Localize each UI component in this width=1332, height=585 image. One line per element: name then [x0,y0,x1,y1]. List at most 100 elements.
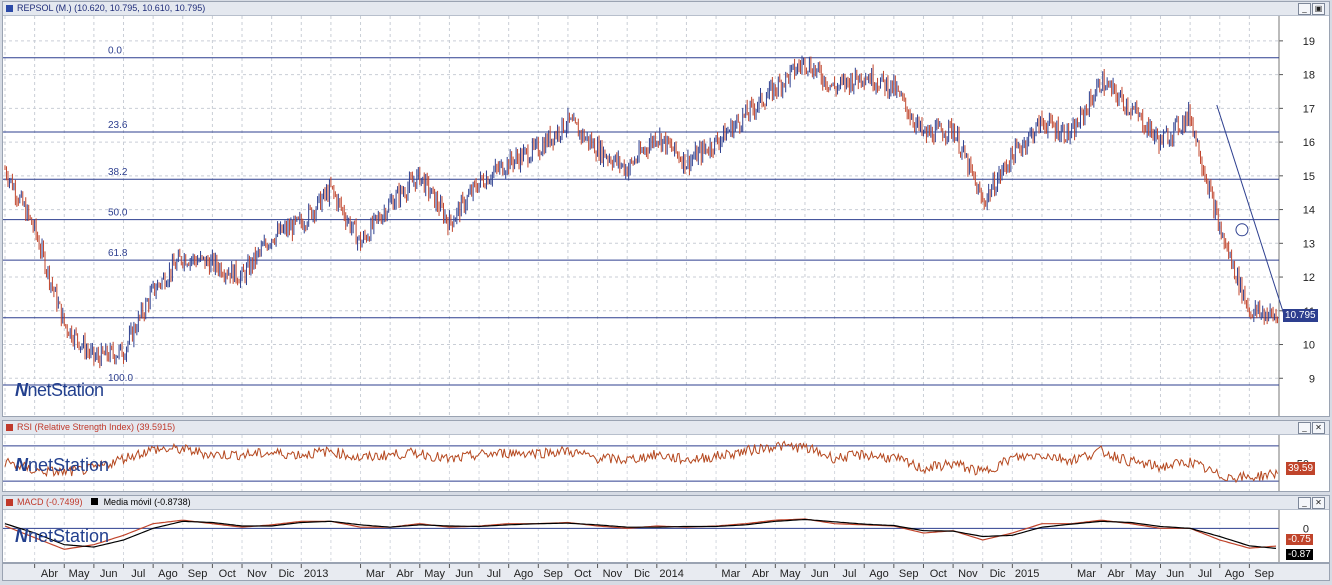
rsi-panel-title: RSI (Relative Strength Index) (39.5915) [17,422,176,432]
x-tick-label: Sep [899,568,919,580]
x-tick-label: Oct [930,568,947,580]
last-price-badge: 10.795 [1283,309,1318,322]
x-tick-label: Mar [1077,568,1096,580]
fib-level-label: 50.0 [108,208,128,219]
logo-mark-icon: N [15,526,28,546]
x-tick-label: Jul [131,568,145,580]
y-tick-label: 10 [1303,340,1315,352]
x-tick-label: Ago [1225,568,1245,580]
x-tick-label: Sep [188,568,208,580]
logo-mark-icon: N [15,380,28,400]
price-panel: REPSOL (M.) (10.620, 10.795, 10.610, 10.… [2,1,1330,417]
x-tick-label: Dic [990,568,1006,580]
fib-level-label: 0.0 [108,46,122,57]
price-panel-titlebar: REPSOL (M.) (10.620, 10.795, 10.610, 10.… [3,2,1329,16]
x-tick-label: Sep [1254,568,1274,580]
y-tick-label: 19 [1303,36,1315,48]
macd-value-badge: -0.75 [1286,534,1313,545]
maximize-button[interactable]: ▣ [1312,3,1325,15]
x-tick-label: Ago [514,568,534,580]
panel-color-icon [6,5,13,12]
y-tick-label: 9 [1309,373,1315,385]
x-tick-label: 2013 [304,568,328,580]
y-tick-label: 18 [1303,70,1315,82]
x-tick-label: Mar [721,568,740,580]
x-tick-label: May [780,568,801,580]
x-tick-label: Jul [487,568,501,580]
x-tick-label: Mar [366,568,385,580]
y-tick-label: 16 [1303,137,1315,149]
legend-swatch-icon [91,498,99,505]
x-tick-label: Abr [41,568,58,580]
x-tick-label: Abr [752,568,769,580]
logo-text: netStation [27,380,105,400]
minimize-button[interactable]: _ [1298,3,1311,15]
macd-panel-titlebar: MACD (-0.7499) Media móvil (-0.8738) _ ✕ [3,496,1329,510]
fib-level-label: 38.2 [108,167,128,178]
trend-line [1216,104,1286,318]
macd-title: MACD (-0.7499) [17,497,83,507]
x-tick-label: Dic [634,568,650,580]
x-tick-label: Jul [1198,568,1212,580]
price-chart[interactable]: 9101112131415161718190.023.638.250.061.8… [3,16,1329,416]
y-tick-label: 12 [1303,272,1315,284]
y-tick-label: 17 [1303,103,1315,115]
x-tick-label: May [424,568,445,580]
netstation-logo: NnetStation [15,380,104,401]
panel-color-icon [6,499,13,506]
netstation-logo: NnetStation [15,526,109,547]
x-tick-label: Jun [455,568,473,580]
x-tick-label: May [69,568,90,580]
macd-value: -0.75 [1288,534,1311,545]
x-tick-label: May [1135,568,1156,580]
x-tick-label: Jul [842,568,856,580]
x-tick-label: 2015 [1015,568,1039,580]
x-tick-label: Nov [603,568,623,580]
panel-color-icon [6,424,13,431]
rsi-value: 39.59 [1288,463,1314,474]
x-tick-label: Jun [811,568,829,580]
x-tick-label: Ago [158,568,178,580]
x-tick-label: Oct [574,568,591,580]
minimize-button[interactable]: _ [1298,497,1311,509]
rsi-series-line [4,440,1278,484]
fib-level-label: 23.6 [108,120,128,131]
close-button[interactable]: ✕ [1312,422,1325,434]
y-tick-label: 15 [1303,171,1315,183]
x-tick-label: Jun [1166,568,1184,580]
logo-mark-icon: N [15,455,28,475]
close-button[interactable]: ✕ [1312,497,1325,509]
x-tick-label: Nov [958,568,978,580]
macd-chart[interactable]: 0 [3,510,1329,563]
fib-level-label: 100.0 [108,373,133,384]
x-tick-label: 2014 [659,568,683,580]
fib-level-label: 61.8 [108,248,128,259]
x-tick-label: Sep [543,568,563,580]
y-tick-label: 13 [1303,238,1315,250]
netstation-logo: NnetStation [15,455,109,476]
x-axis-labels: Abr May Jun Jul Ago Sep Oct Nov Dic 2013 Mar Abr May… [34,564,1274,580]
logo-text: netStation [28,526,110,546]
macd-ma-title: Media móvil (-0.8738) [103,497,191,507]
breakout-marker [1235,223,1249,237]
macd-panel: MACD (-0.7499) Media móvil (-0.8738) _ ✕… [2,495,1330,563]
x-tick-label: Abr [1107,568,1124,580]
signal-series-line [4,518,1277,549]
macd-series-line [4,518,1277,550]
rsi-panel-titlebar: RSI (Relative Strength Index) (39.5915) … [3,421,1329,435]
x-tick-label: Abr [396,568,413,580]
rsi-value-badge: 39.59 [1286,462,1316,475]
rsi-chart[interactable]: 50 [3,435,1329,492]
x-axis: Abr May Jun Jul Ago Sep Oct Nov Dic 2013 Mar Abr May… [2,563,1330,581]
x-tick-label: Jun [100,568,118,580]
y-tick-label: 0 [1303,523,1309,535]
signal-value: -0.87 [1288,549,1311,560]
logo-text: netStation [28,455,110,475]
x-tick-label: Nov [247,568,267,580]
x-tick-label: Oct [219,568,236,580]
last-price-value: 10.795 [1285,310,1316,321]
minimize-button[interactable]: _ [1298,422,1311,434]
x-tick-label: Ago [869,568,889,580]
y-tick-label: 14 [1303,205,1315,217]
price-panel-title: REPSOL (M.) (10.620, 10.795, 10.610, 10.… [17,3,206,13]
